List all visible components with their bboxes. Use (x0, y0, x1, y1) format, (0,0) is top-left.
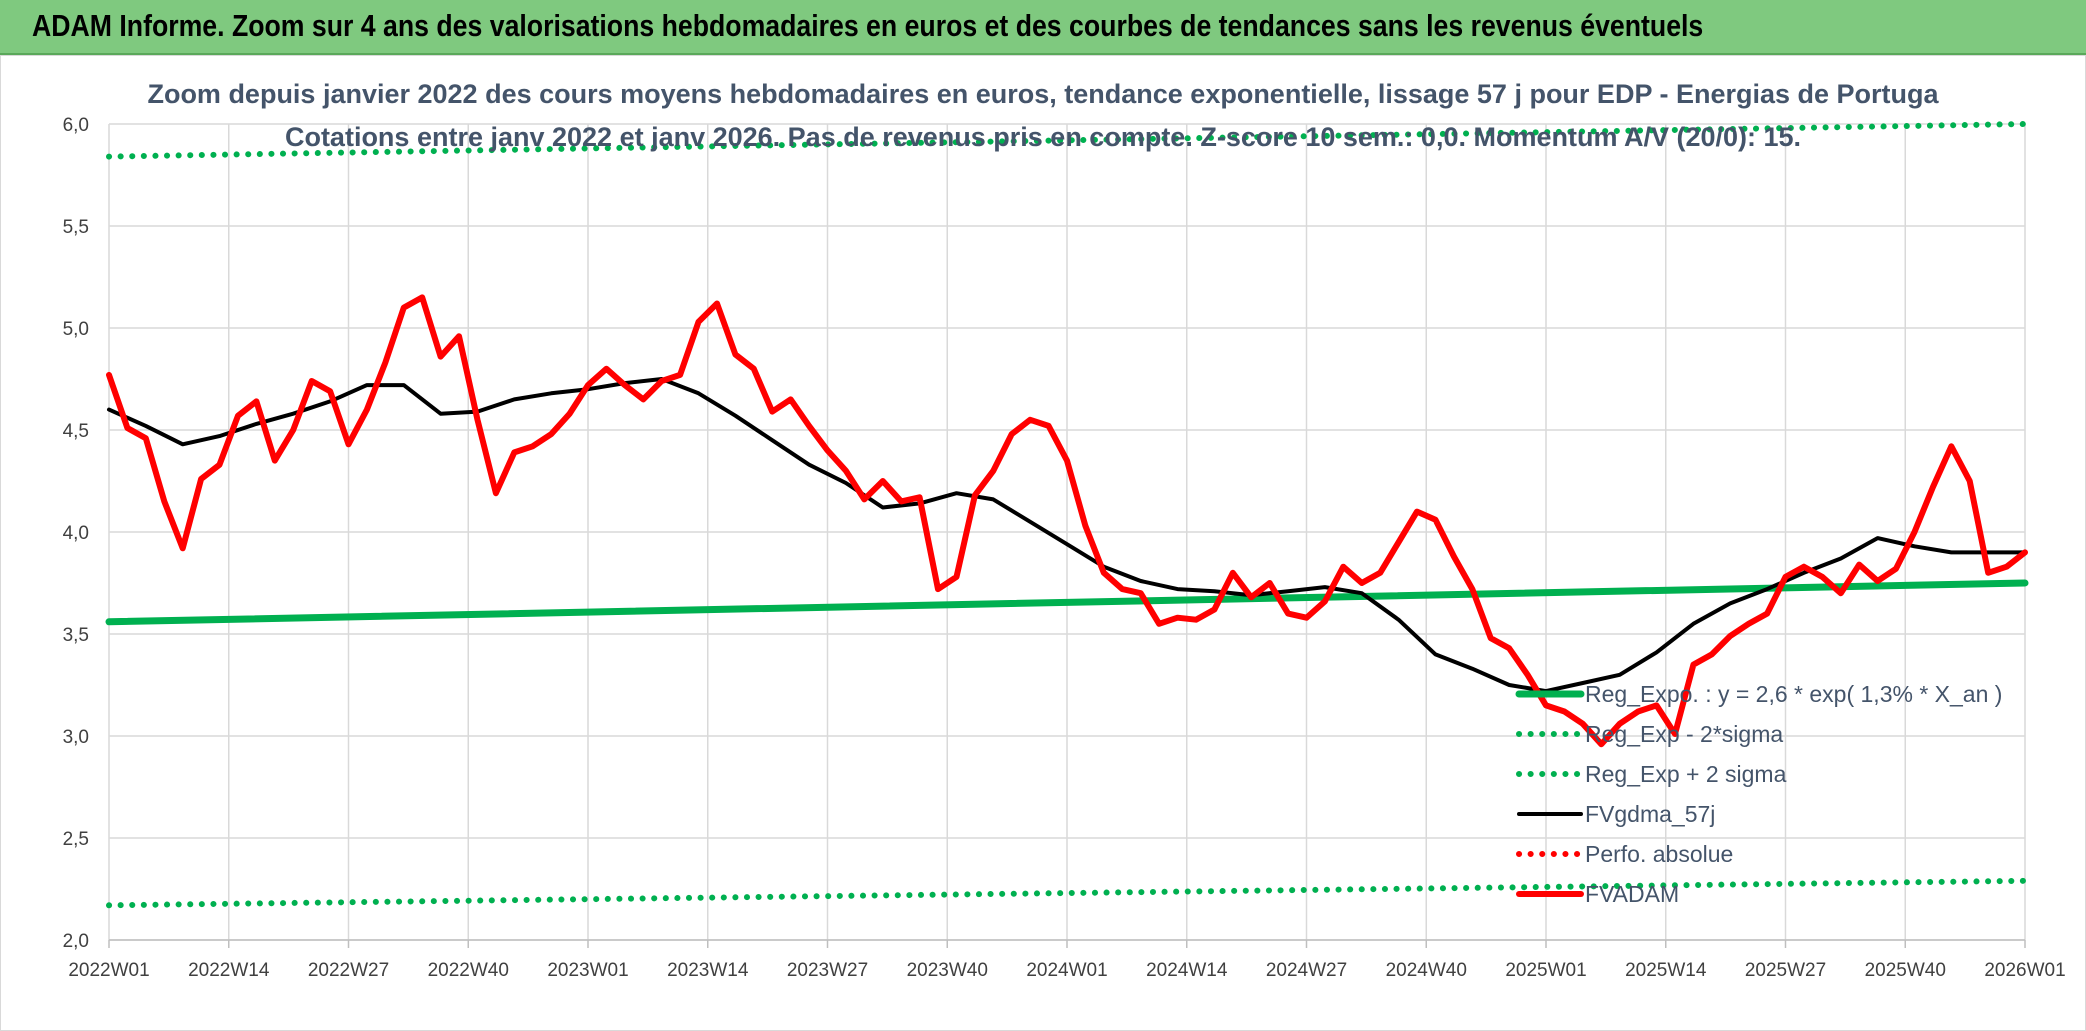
x-tick-label: 2024W40 (1386, 960, 1467, 981)
x-tick-label: 2024W27 (1266, 960, 1347, 981)
x-tick-label: 2025W40 (1865, 960, 1946, 981)
x-tick-label: 2025W27 (1745, 960, 1826, 981)
series-layer (105, 121, 2029, 909)
x-tick-label: 2025W01 (1505, 960, 1586, 981)
legend: Reg_Expo. : y = 2,6 * exp( 1,3% * X_an )… (1515, 681, 2002, 907)
x-tick-label: 2024W01 (1026, 960, 1107, 981)
y-tick-label: 2,5 (63, 829, 89, 850)
y-tick-label: 2,0 (63, 931, 89, 952)
legend-label: FVgdma_57j (1585, 801, 1715, 827)
grid-layer (108, 123, 2026, 941)
series-line-fvgdma-57j (107, 377, 2027, 694)
x-tick-label: 2026W01 (1984, 960, 2065, 981)
x-tick-label: 2022W40 (428, 960, 509, 981)
legend-label: Reg_Expo. : y = 2,6 * exp( 1,3% * X_an ) (1585, 681, 2002, 707)
legend-label: Perfo. absolue (1585, 841, 1733, 867)
x-tick-label: 2022W27 (308, 960, 389, 981)
report-title: ADAM Informe. Zoom sur 4 ans des valoris… (32, 8, 1704, 43)
y-tick-label: 5,5 (63, 217, 89, 238)
x-tick-label: 2022W14 (188, 960, 270, 981)
series-line-fvadam (106, 294, 2028, 748)
y-tick-label: 5,0 (63, 319, 89, 340)
x-tick-label: 2023W40 (907, 960, 988, 981)
chart-title: Zoom depuis janvier 2022 des cours moyen… (147, 79, 1939, 109)
y-tick-label: 4,5 (63, 421, 89, 442)
y-tick-label: 3,0 (63, 727, 89, 748)
chart-canvas: 2,0 2,5 3,0 3,5 4,0 4,5 5,0 5,5 6,0 2022W01 2022W1… (63, 79, 2066, 981)
x-tick-label: 2023W27 (787, 960, 868, 981)
axis-layer: 2,0 2,5 3,0 3,5 4,0 4,5 5,0 5,5 6,0 2022W01 2022W1… (63, 115, 2066, 981)
y-tick-label: 4,0 (63, 523, 89, 544)
x-tick-label: 2022W01 (68, 960, 149, 981)
legend-label: FVADAM (1585, 881, 1679, 907)
x-tick-label: 2023W01 (547, 960, 628, 981)
y-tick-label: 3,5 (63, 625, 89, 646)
legend-label: Reg_Exp - 2*sigma (1585, 721, 1783, 747)
report-header-bar: ADAM Informe. Zoom sur 4 ans des valoris… (0, 0, 2086, 55)
x-tick-label: 2023W14 (667, 960, 749, 981)
series-line-reg-expo-y-2-6-exp-1-3-x-an (105, 579, 2029, 626)
legend-label: Reg_Exp + 2 sigma (1585, 761, 1787, 787)
chart-subtitle: Cotations entre janv 2022 et janv 2026. … (285, 122, 1801, 152)
chart-frame: 2,0 2,5 3,0 3,5 4,0 4,5 5,0 5,5 6,0 2022W01 2022W1… (0, 55, 2086, 1031)
x-tick-label: 2025W14 (1625, 960, 1707, 981)
x-tick-label: 2024W14 (1146, 960, 1228, 981)
y-tick-label: 6,0 (63, 115, 89, 136)
